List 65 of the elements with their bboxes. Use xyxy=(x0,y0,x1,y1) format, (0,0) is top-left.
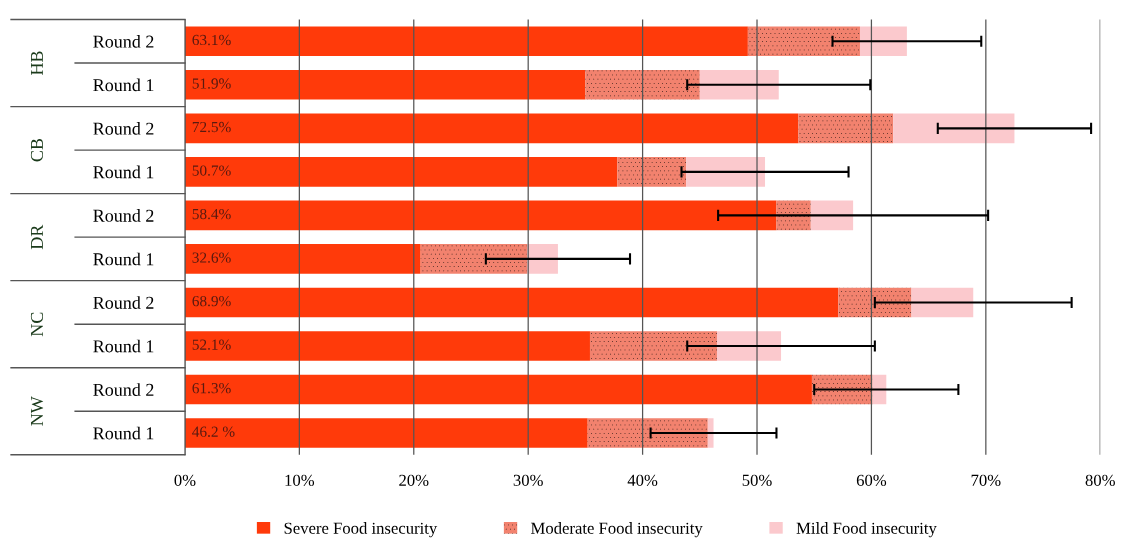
y-tick-label: Round 1 xyxy=(93,78,154,92)
x-tick-label: 20% xyxy=(399,474,429,486)
legend-label: Severe Food insecurity xyxy=(284,522,438,538)
bar xyxy=(420,244,528,274)
bar xyxy=(527,244,558,274)
x-tick-label: 30% xyxy=(513,474,543,486)
text: NW xyxy=(31,396,44,426)
total-label: 46.2 % xyxy=(192,426,235,437)
y-tick-label: Round 2 xyxy=(93,209,154,222)
x-tick-label: 0% xyxy=(174,474,196,486)
bar xyxy=(184,244,421,274)
bar xyxy=(585,70,700,100)
x-tick-label: 80% xyxy=(1085,474,1115,486)
bar xyxy=(747,26,860,57)
bar xyxy=(184,287,839,318)
total-label: 72.5% xyxy=(192,121,231,133)
legend-label: Mild Food insecurity xyxy=(796,522,937,538)
x-tick-label: 40% xyxy=(627,474,658,486)
total-label: 51.9% xyxy=(192,78,231,89)
y-tick-label: Round 2 xyxy=(93,122,154,135)
total-label: 68.9% xyxy=(192,295,231,307)
y-tick-label: Round 2 xyxy=(93,35,154,48)
text: CB xyxy=(30,138,44,162)
bar xyxy=(893,113,1015,144)
x-tick-label: 50% xyxy=(742,474,772,486)
bar xyxy=(859,26,907,57)
bar xyxy=(587,418,708,448)
bar xyxy=(589,331,717,361)
total-label: 32.6% xyxy=(192,252,231,263)
y-tick-label: Round 2 xyxy=(93,383,154,396)
legend-label: Moderate Food insecurity xyxy=(531,522,703,538)
text: DR xyxy=(31,224,43,250)
bar xyxy=(184,157,618,187)
y-tick-label: Round 1 xyxy=(93,165,154,179)
bar xyxy=(686,157,766,187)
bar xyxy=(184,70,586,100)
bar xyxy=(184,331,590,361)
bar xyxy=(184,200,777,231)
total-label: 52.1% xyxy=(192,339,231,350)
y-tick-label: Round 1 xyxy=(93,252,154,266)
total-label: 50.7% xyxy=(192,165,231,176)
y-tick-label: Round 2 xyxy=(93,296,154,309)
bar xyxy=(911,287,974,318)
bar xyxy=(699,70,779,100)
y-tick-label: Round 1 xyxy=(93,426,154,440)
bar xyxy=(184,418,588,448)
bar xyxy=(184,374,812,405)
text: NC xyxy=(30,312,44,337)
bar xyxy=(776,200,811,231)
x-tick-label: 10% xyxy=(285,474,315,486)
bar xyxy=(184,113,799,144)
x-tick-label: 70% xyxy=(971,474,1001,486)
total-label: 63.1% xyxy=(192,34,231,46)
total-label: 61.3% xyxy=(192,383,231,394)
bar xyxy=(184,26,748,57)
total-label: 58.4% xyxy=(192,208,231,220)
x-tick-label: 60% xyxy=(856,474,887,486)
text: HB xyxy=(31,51,43,76)
bar xyxy=(798,113,894,144)
bar xyxy=(707,418,714,448)
bar xyxy=(810,200,854,231)
bar xyxy=(617,157,687,187)
y-tick-label: Round 1 xyxy=(93,339,154,353)
bar xyxy=(838,287,912,318)
bar xyxy=(716,331,782,361)
